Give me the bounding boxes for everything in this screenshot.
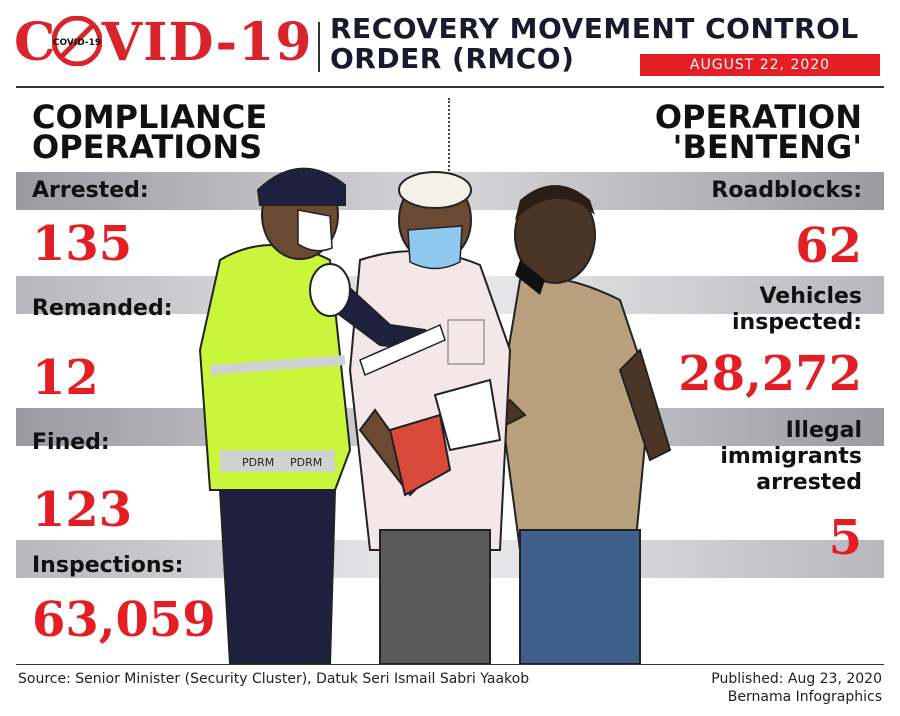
header-rule: [16, 86, 884, 88]
operation-benteng-heading: OPERATION 'BENTENG': [654, 98, 862, 166]
header-divider: [318, 22, 320, 72]
vehicles-label-line-2: inspected:: [732, 310, 862, 335]
source-text: Source: Senior Minister (Security Cluste…: [18, 671, 530, 687]
remanded-label: Remanded:: [32, 296, 173, 321]
illegal-immigrants-value: 5: [828, 510, 862, 566]
fined-value: 123: [32, 482, 133, 538]
vehicles-label-line-1: Vehicles: [759, 284, 862, 309]
immigrants-label-line-1: Illegal: [785, 418, 862, 443]
vehicles-inspected-label: Vehicles inspected:: [732, 284, 862, 336]
compliance-heading-line-2: OPERATIONS: [32, 128, 263, 166]
inspections-label: Inspections:: [32, 553, 184, 578]
immigrants-label-line-2: immigrants: [720, 444, 862, 469]
remanded-value: 12: [32, 350, 99, 406]
credit-text: Bernama Infographics: [727, 689, 882, 705]
vest-text-left: PDRM: [242, 456, 274, 469]
inspections-value: 63,059: [32, 592, 216, 648]
footer-rule: [16, 664, 884, 665]
title-line-2: ORDER (RMCO): [330, 42, 575, 75]
compliance-heading: COMPLIANCE OPERATIONS: [32, 98, 268, 166]
immigrants-label-line-3: arrested: [756, 470, 862, 495]
published-text: Published: Aug 23, 2020 Bernama Infograp…: [711, 670, 882, 706]
vehicles-inspected-value: 28,272: [678, 346, 862, 402]
title-line-1: RECOVERY MOVEMENT CONTROL: [330, 12, 859, 45]
benteng-heading-line-2: 'BENTENG': [672, 128, 862, 166]
page-title: RECOVERY MOVEMENT CONTROL ORDER (RMCO): [330, 14, 890, 74]
roadblocks-label: Roadblocks:: [711, 178, 862, 203]
no-virus-icon: COVID-19: [52, 16, 102, 66]
compliance-heading-line-1: COMPLIANCE: [32, 98, 268, 136]
vest-text-right: PDRM: [290, 456, 322, 469]
officers-illustration: PDRM PDRM: [198, 167, 672, 664]
date-badge: AUGUST 22, 2020: [640, 54, 880, 76]
published-date: Published: Aug 23, 2020: [711, 671, 882, 687]
center-dotted-divider: [448, 98, 450, 178]
arrested-label: Arrested:: [32, 178, 149, 203]
arrested-value: 135: [32, 216, 133, 272]
fined-label: Fined:: [32, 430, 110, 455]
benteng-heading-line-1: OPERATION: [654, 98, 862, 136]
logo-badge-text: COVID-19: [53, 38, 101, 48]
illegal-immigrants-label: Illegal immigrants arrested: [720, 418, 862, 496]
roadblocks-value: 62: [795, 218, 862, 274]
